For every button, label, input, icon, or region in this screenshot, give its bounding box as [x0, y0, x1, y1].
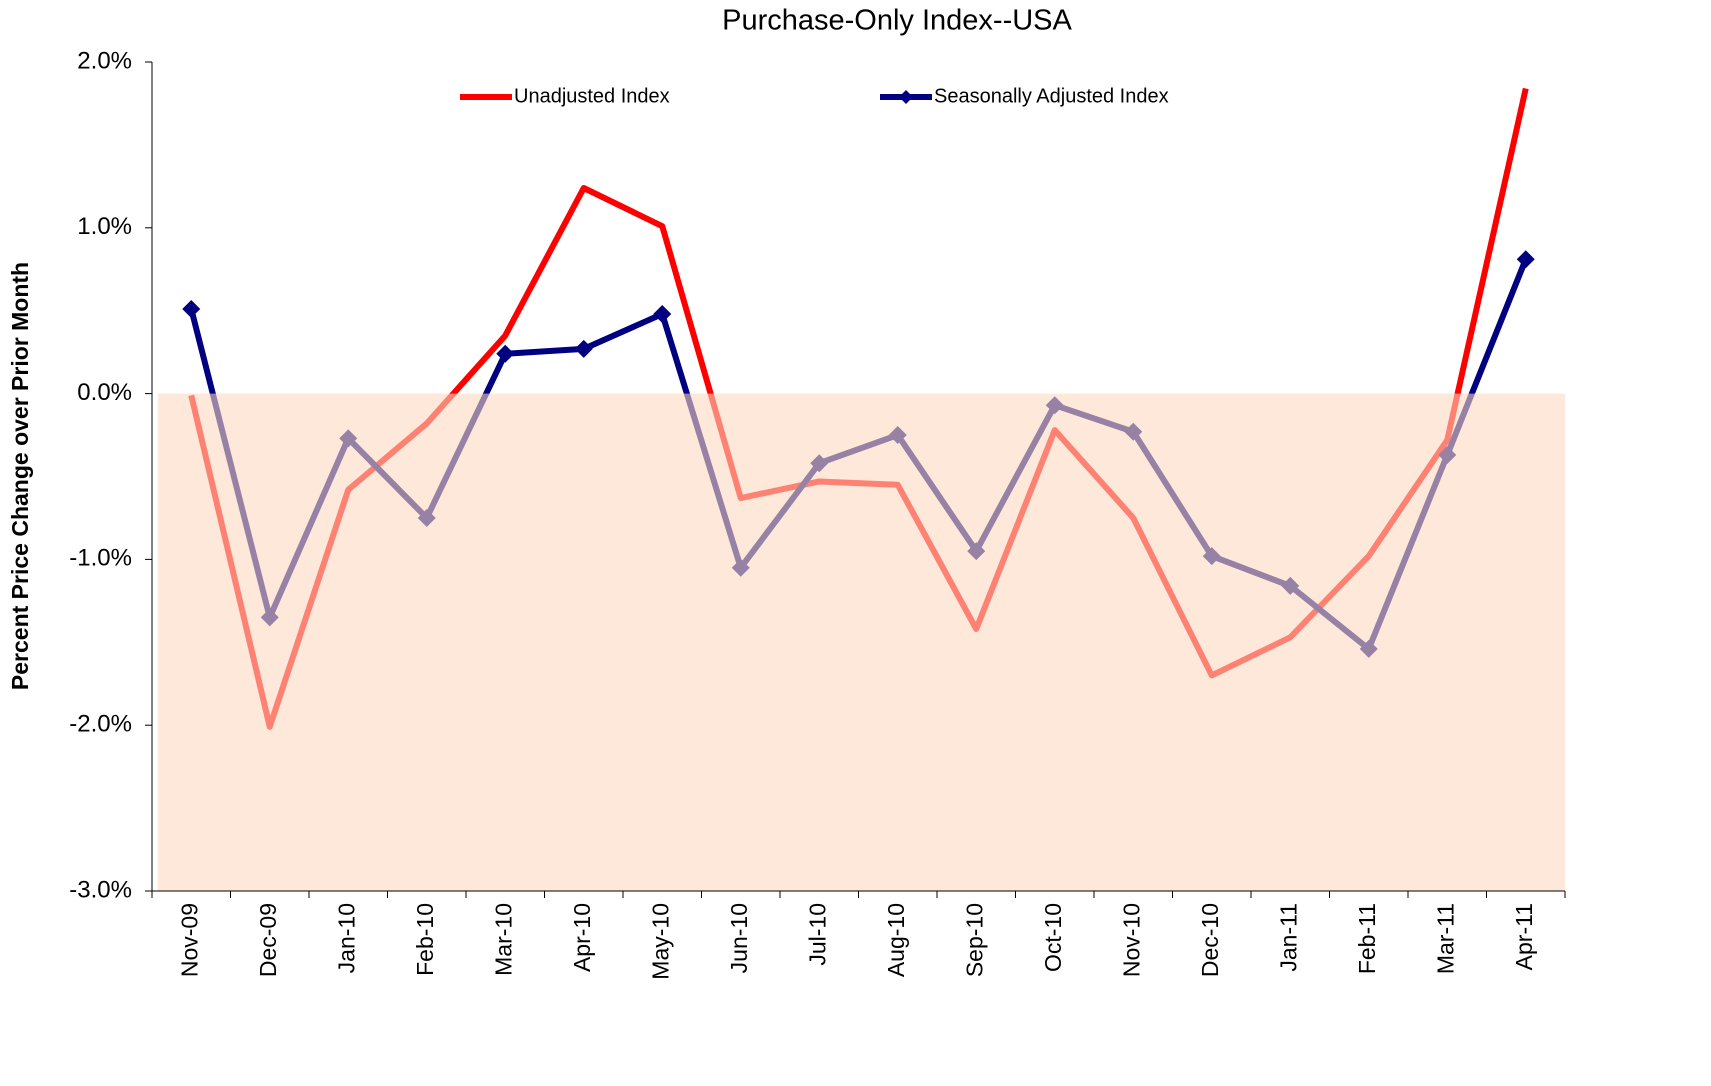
y-tick-label: 1.0% — [77, 213, 132, 240]
y-tick-label: -1.0% — [69, 545, 132, 572]
x-tick-label: Sep-10 — [961, 903, 987, 977]
x-tick-label: Apr-10 — [569, 903, 595, 972]
x-tick-label: Jul-10 — [804, 903, 830, 966]
legend-label: Unadjusted Index — [514, 85, 670, 107]
x-tick-label: Dec-09 — [255, 903, 281, 977]
x-tick-label: Jan-11 — [1275, 903, 1301, 972]
point-marker — [653, 305, 672, 324]
x-tick-label: Feb-11 — [1354, 903, 1380, 974]
x-tick-label: Oct-10 — [1040, 903, 1066, 972]
y-axis-label: Percent Price Change over Prior Month — [7, 262, 33, 690]
y-tick-label: 0.0% — [77, 379, 132, 406]
point-marker — [182, 300, 201, 319]
x-tick-label: Apr-11 — [1511, 903, 1537, 970]
x-tick-label: Feb-10 — [412, 903, 438, 976]
negative-region — [158, 393, 1565, 891]
x-tick-label: Aug-10 — [883, 903, 909, 977]
legend-marker — [899, 90, 913, 104]
chart-title: Purchase-Only Index--USA — [722, 5, 1072, 37]
x-tick-label: Nov-10 — [1118, 903, 1144, 977]
x-tick-label: May-10 — [647, 903, 673, 980]
y-tick-label: 2.0% — [77, 47, 132, 74]
point-marker — [574, 339, 593, 358]
x-tick-label: Jun-10 — [726, 903, 752, 973]
x-tick-label: Mar-10 — [490, 903, 516, 976]
point-marker — [496, 344, 515, 363]
y-tick-label: -2.0% — [69, 711, 132, 738]
x-tick-label: Mar-11 — [1432, 903, 1458, 974]
point-marker — [1516, 250, 1535, 269]
y-tick-label: -3.0% — [69, 876, 132, 903]
x-tick-label: Jan-10 — [333, 903, 359, 973]
x-tick-label: Dec-10 — [1197, 903, 1223, 977]
x-tick-label: Nov-09 — [176, 903, 202, 977]
legend-label: Seasonally Adjusted Index — [934, 85, 1169, 107]
